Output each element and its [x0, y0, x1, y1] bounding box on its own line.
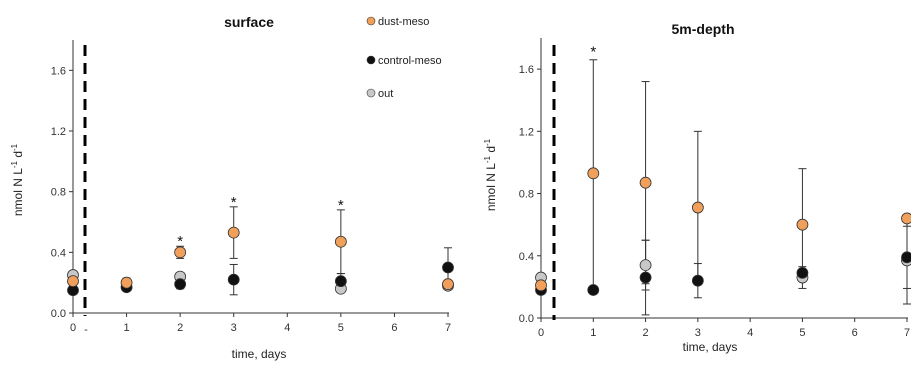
chart-title: surface [224, 14, 274, 30]
data-point [67, 275, 79, 288]
data-point [227, 226, 240, 239]
y-axis-label-main: nmol N L [11, 168, 25, 216]
x-axis-label: time, days [683, 340, 738, 354]
depth-panel: 5m-depth time, days nmol N L-1 d-1 0.00.… [483, 21, 911, 354]
y-axis-label-mid: d [484, 146, 498, 156]
x-tick-label: 2 [643, 327, 649, 339]
significance-star: * [590, 43, 596, 60]
legend-label: dust-meso [378, 16, 429, 28]
x-tick-label: 3 [231, 322, 237, 334]
legend-label: control-meso [378, 55, 442, 67]
x-tick-label: 4 [747, 327, 753, 339]
data-point [901, 251, 911, 264]
x-tick-label: 1 [590, 327, 596, 339]
x-tick-label: 7 [904, 327, 910, 339]
y-axis-label-sup2: -1 [483, 138, 492, 146]
data-point [442, 261, 454, 274]
x-tick-label: 0 [70, 322, 76, 334]
x-tick-label: 1 [124, 322, 130, 334]
data-point [174, 278, 187, 291]
y-tick-label: 0.4 [519, 251, 534, 263]
y-axis-label-mid: d [11, 151, 25, 161]
y-tick-label: 0.8 [519, 189, 534, 201]
legend: dust-meso control-meso out [366, 16, 442, 100]
x-axis-label: time, days [232, 347, 287, 361]
y-axis-label-main: nmol N L [484, 163, 498, 211]
x-tick-label: 6 [391, 322, 397, 334]
x-tick-label: 5 [799, 327, 805, 339]
dash-marker-label: - [84, 324, 88, 336]
data-point [796, 218, 809, 231]
chart-title: 5m-depth [672, 21, 735, 37]
y-tick-label: 0.4 [51, 247, 66, 259]
x-tick-label: 7 [445, 322, 451, 334]
data-point [174, 246, 187, 259]
data-point [639, 259, 652, 272]
data-point [227, 273, 240, 286]
data-point [334, 275, 347, 288]
y-tick-label: 0.8 [51, 187, 66, 199]
data-point [901, 212, 911, 225]
x-tick-label: 3 [695, 327, 701, 339]
data-point [442, 278, 454, 291]
surface-panel: surface time, days nmol N L-1 d-1 - 0.00… [10, 14, 454, 361]
legend-marker [366, 16, 376, 26]
y-tick-label: 0.0 [51, 308, 66, 320]
x-tick-label: 5 [338, 322, 344, 334]
y-tick-label: 1.2 [51, 126, 66, 138]
significance-star: * [231, 194, 237, 211]
x-tick-label: 4 [284, 322, 290, 334]
data-point [587, 284, 600, 296]
data-point [334, 235, 347, 248]
data-point [639, 271, 652, 284]
data-point [691, 274, 704, 287]
y-tick-label: 1.6 [51, 65, 66, 77]
data-point [639, 176, 652, 189]
x-tick-label: 0 [538, 327, 544, 339]
y-tick-label: 0.0 [519, 313, 534, 325]
data-point [120, 276, 133, 289]
data-point [587, 167, 600, 180]
y-tick-label: 1.6 [519, 64, 534, 76]
legend-label: out [378, 88, 393, 100]
legend-marker [366, 88, 376, 98]
y-axis-label: nmol N L-1 d-1 [483, 138, 498, 211]
y-axis-label: nmol N L-1 d-1 [10, 143, 25, 216]
data-point [691, 201, 704, 214]
significance-star: * [177, 233, 183, 250]
y-tick-label: 1.2 [519, 126, 534, 138]
y-axis-label-sup1: -1 [10, 160, 19, 168]
significance-star: * [338, 197, 344, 214]
data-point [535, 279, 547, 292]
legend-marker [366, 55, 376, 65]
y-axis-label-sup1: -1 [483, 155, 492, 163]
x-tick-label: 6 [852, 327, 858, 339]
data-point [796, 266, 809, 279]
y-axis-label-sup2: -1 [10, 143, 19, 151]
x-tick-label: 2 [177, 322, 183, 334]
